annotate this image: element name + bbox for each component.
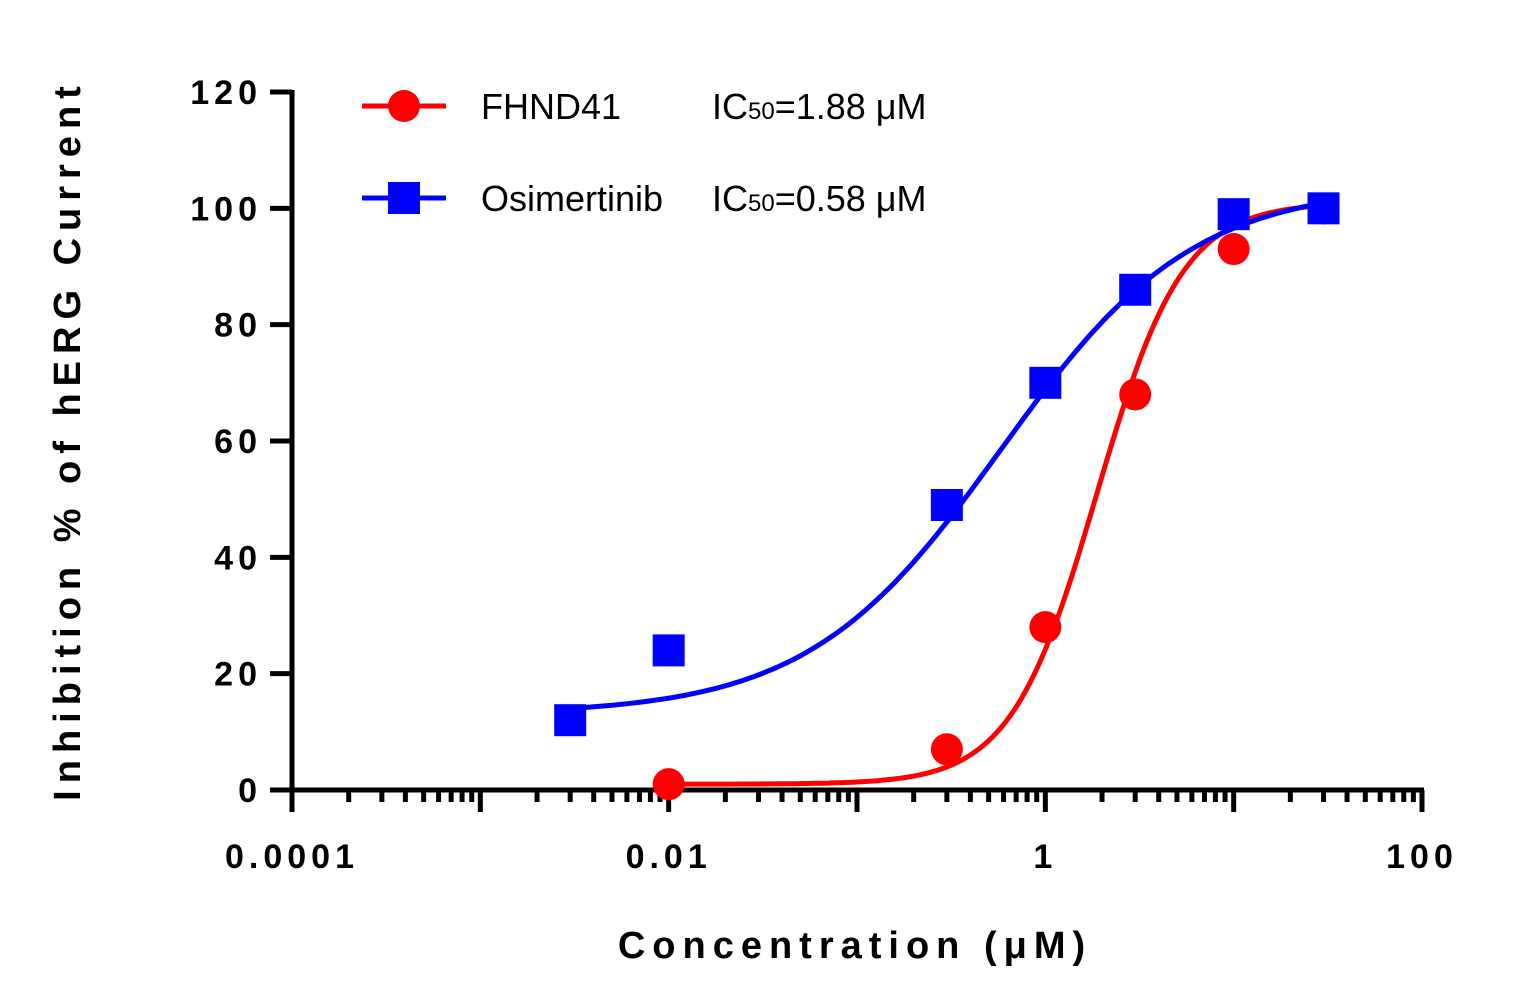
data-point-osimertinib <box>554 704 587 737</box>
data-point-fhnd41 <box>1119 378 1152 411</box>
y-tick-label: 0 <box>238 772 262 810</box>
legend: FHND41 IC50=1.88 μM Osimertinib IC50=0.58 μ… <box>362 86 927 219</box>
fit-curve-osimertinib <box>570 200 1324 711</box>
data-point-fhnd41 <box>1029 611 1062 644</box>
legend-series-name: FHND41 <box>481 86 621 127</box>
data-point-osimertinib <box>1029 366 1062 399</box>
legend-marker-circle <box>388 90 420 122</box>
x-tick-label: 1 <box>1033 838 1057 876</box>
fit-curves <box>570 200 1324 787</box>
y-tick-label: 120 <box>190 74 262 112</box>
x-tick-label: 0.01 <box>626 838 712 876</box>
y-tick-label: 40 <box>214 539 262 577</box>
y-axis-label: Inhibition % of hERG Current <box>47 79 89 801</box>
legend-marker-square <box>388 182 420 214</box>
x-axis-label: Concentration (μM) <box>618 925 1092 967</box>
legend-ic50: IC50=0.58 μM <box>712 178 927 219</box>
data-points <box>554 192 1340 801</box>
y-tick-label: 60 <box>214 423 262 461</box>
data-point-fhnd41 <box>652 768 685 801</box>
legend-series-name: Osimertinib <box>481 178 663 219</box>
data-point-osimertinib <box>1119 273 1152 306</box>
data-point-fhnd41 <box>1217 233 1250 266</box>
y-tick-label: 100 <box>190 190 262 228</box>
data-point-osimertinib <box>652 634 685 667</box>
data-point-osimertinib <box>930 488 963 521</box>
data-point-osimertinib <box>1217 198 1250 231</box>
x-tick-label: 100 <box>1386 838 1458 876</box>
y-tick-label: 20 <box>214 656 262 694</box>
axes: 0 20 40 60 80 100 120 0.0001 0.01 1 100 <box>190 74 1458 876</box>
data-point-fhnd41 <box>930 733 963 766</box>
y-tick-label: 80 <box>214 307 262 345</box>
data-point-osimertinib <box>1307 192 1340 225</box>
x-tick-label: 0.0001 <box>225 838 359 876</box>
fit-curve-fhnd41 <box>668 203 1324 787</box>
legend-ic50: IC50=1.88 μM <box>712 86 927 127</box>
